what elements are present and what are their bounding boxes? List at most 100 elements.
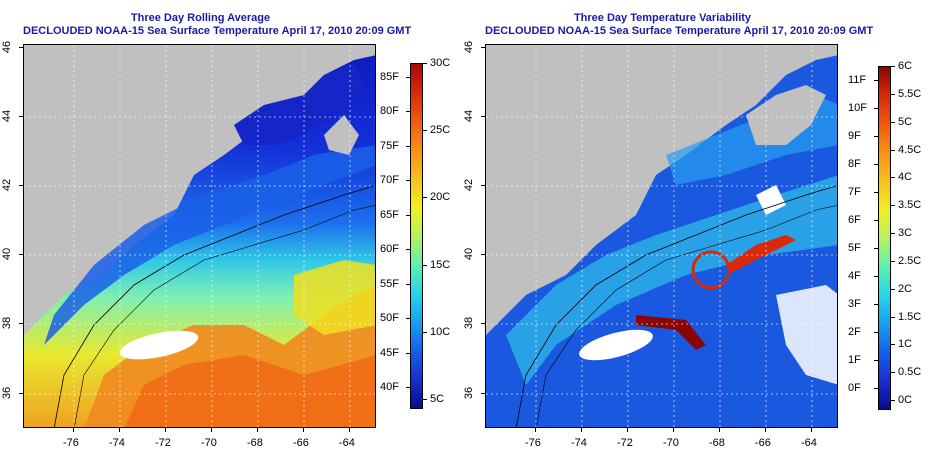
- left_panel-x-tick-label: -66: [293, 437, 309, 449]
- left_panel-cbar-right-tick: [423, 63, 427, 64]
- right_panel-cbar-right-label: 2C: [898, 282, 913, 295]
- left_panel-cbar-left-tick: [406, 283, 410, 285]
- right_panel-cbar-right-label: 5.5C: [898, 87, 922, 100]
- right_panel-cbar-right-tick: [891, 316, 895, 318]
- left_panel-cbar-right-tick: [423, 331, 427, 333]
- right_panel-x-tick-mark: [581, 428, 582, 432]
- left_panel-cbar-left-tick: [406, 145, 410, 147]
- left_panel-cbar-right-tick: [423, 130, 427, 132]
- right-variability-map: [485, 44, 838, 428]
- right_panel-cbar-right-label: 4.5C: [898, 143, 922, 156]
- right_panel-cbar-right-tick: [891, 344, 895, 346]
- left_panel-y-tick-mark: [19, 185, 23, 186]
- right_panel-cbar-right-label: 4C: [898, 171, 913, 184]
- right_panel-x-tick-label: -72: [617, 437, 633, 449]
- left_panel-cbar-left-label: 45F: [380, 346, 399, 359]
- left_panel-x-tick-label: -68: [247, 437, 263, 449]
- left_panel-x-tick-mark: [257, 428, 258, 432]
- right_panel-y-tick-mark: [481, 393, 485, 394]
- right_panel-cbar-left-tick: [874, 332, 878, 333]
- right_panel-cbar-left-tick: [874, 164, 878, 165]
- left_panel-x-tick-mark: [303, 428, 304, 432]
- right-title-line2: DECLOUDED NOAA-15 Sea Surface Temperatur…: [485, 25, 874, 37]
- right_panel-cbar-left-tick: [874, 220, 878, 221]
- right_panel-y-tick-mark: [481, 47, 485, 48]
- left_panel-y-tick-label: 40: [1, 247, 14, 261]
- left_panel-cbar-right-label: 20C: [430, 191, 451, 204]
- left-title-line2: DECLOUDED NOAA-15 Sea Surface Temperatur…: [23, 25, 412, 37]
- right_panel-cbar-right-tick: [891, 260, 895, 262]
- left_panel-cbar-right-label: 30C: [430, 57, 451, 69]
- left_panel-y-tick-mark: [19, 254, 23, 255]
- left-title-line1: Three Day Rolling Average: [130, 12, 271, 24]
- right_panel-cbar-right-tick: [891, 205, 895, 207]
- right_panel-x-tick-mark: [627, 428, 628, 432]
- right_panel-cbar-left-label: 0F: [848, 382, 861, 394]
- left_panel-cbar-right-tick: [423, 399, 427, 400]
- left_panel-cbar-right-label: 25C: [430, 124, 451, 137]
- right_panel-x-tick-label: -70: [663, 437, 679, 449]
- left_panel-cbar-left-label: 85F: [380, 71, 399, 83]
- left_panel-x-tick-mark: [165, 428, 166, 432]
- right_panel-cbar-right-tick: [891, 288, 895, 290]
- right_panel-x-tick-mark: [673, 428, 674, 432]
- right_panel-cbar-right-label: 0C: [898, 394, 913, 406]
- right_panel-cbar-left-tick: [874, 304, 878, 305]
- right_panel-cbar-left-label: 2F: [848, 326, 861, 338]
- right_panel-cbar-left-label: 9F: [848, 130, 861, 142]
- left_panel-y-tick-label: 38: [1, 316, 14, 330]
- right_panel-cbar-left-label: 11F: [848, 74, 867, 86]
- left-sst-map: [23, 44, 376, 428]
- left_panel-cbar-right-label: 5C: [430, 393, 445, 405]
- left_panel-cbar-left-tick: [406, 249, 410, 251]
- left_panel-y-tick-mark: [19, 116, 23, 117]
- right-colorbar: [878, 66, 891, 410]
- left_panel-cbar-left-tick: [406, 180, 410, 182]
- right_panel-cbar-right-label: 0.5C: [898, 366, 922, 379]
- right_panel-cbar-left-tick: [874, 136, 878, 137]
- left_panel-y-tick-mark: [19, 323, 23, 324]
- right_panel-cbar-right-label: 1C: [898, 338, 913, 351]
- right_panel-x-tick-label: -66: [755, 437, 771, 449]
- right_panel-cbar-right-label: 5C: [898, 115, 913, 128]
- right-map-image: [486, 45, 837, 427]
- left_panel-cbar-left-label: 60F: [380, 243, 399, 256]
- left_panel-cbar-left-label: 50F: [380, 312, 399, 325]
- right_panel-cbar-right-tick: [891, 233, 895, 234]
- right_panel-y-tick-label: 36: [463, 386, 476, 400]
- left_panel-y-tick-label: 42: [1, 178, 14, 192]
- left_panel-y-tick-mark: [19, 47, 23, 48]
- left_panel-x-tick-label: -72: [155, 437, 171, 449]
- left_panel-x-tick-label: -64: [339, 437, 355, 449]
- right_panel-y-tick-label: 44: [463, 109, 476, 123]
- right_panel-cbar-right-tick: [891, 121, 895, 123]
- right_panel-cbar-right-label: 1.5C: [898, 310, 922, 323]
- right_panel-cbar-right-tick: [891, 177, 895, 179]
- right_panel-cbar-left-tick: [874, 192, 878, 193]
- right_panel-x-tick-mark: [719, 428, 720, 432]
- left_panel-x-tick-label: -70: [201, 437, 217, 449]
- right_panel-cbar-left-tick: [874, 388, 878, 389]
- left_panel-cbar-left-label: 65F: [380, 208, 399, 221]
- right_panel-x-tick-label: -76: [525, 437, 541, 449]
- right_panel-x-tick-label: -64: [801, 437, 817, 449]
- left_panel-cbar-left-tick: [406, 77, 410, 78]
- right_panel-cbar-left-label: 7F: [848, 186, 861, 198]
- left_panel-cbar-left-tick: [406, 318, 410, 320]
- right_panel-cbar-left-tick: [874, 276, 878, 277]
- left_panel-y-tick-mark: [19, 393, 23, 394]
- right_panel-y-tick-label: 42: [463, 178, 476, 192]
- right_panel-cbar-right-tick: [891, 149, 895, 151]
- right_panel-y-tick-label: 38: [463, 316, 476, 330]
- left-colorbar: [410, 63, 423, 409]
- right_panel-cbar-right-label: 3.5C: [898, 199, 922, 212]
- left_panel-cbar-right-tick: [423, 197, 427, 199]
- right_panel-cbar-right-label: 2.5C: [898, 254, 922, 267]
- right_panel-x-tick-mark: [535, 428, 536, 432]
- left_panel-x-tick-mark: [119, 428, 120, 432]
- left_panel-y-tick-label: 44: [1, 109, 14, 123]
- left_panel-x-tick-label: -74: [109, 437, 125, 449]
- right_panel-y-tick-mark: [481, 116, 485, 117]
- left_panel-cbar-left-label: 55F: [380, 277, 399, 290]
- right_panel-x-tick-mark: [811, 428, 812, 432]
